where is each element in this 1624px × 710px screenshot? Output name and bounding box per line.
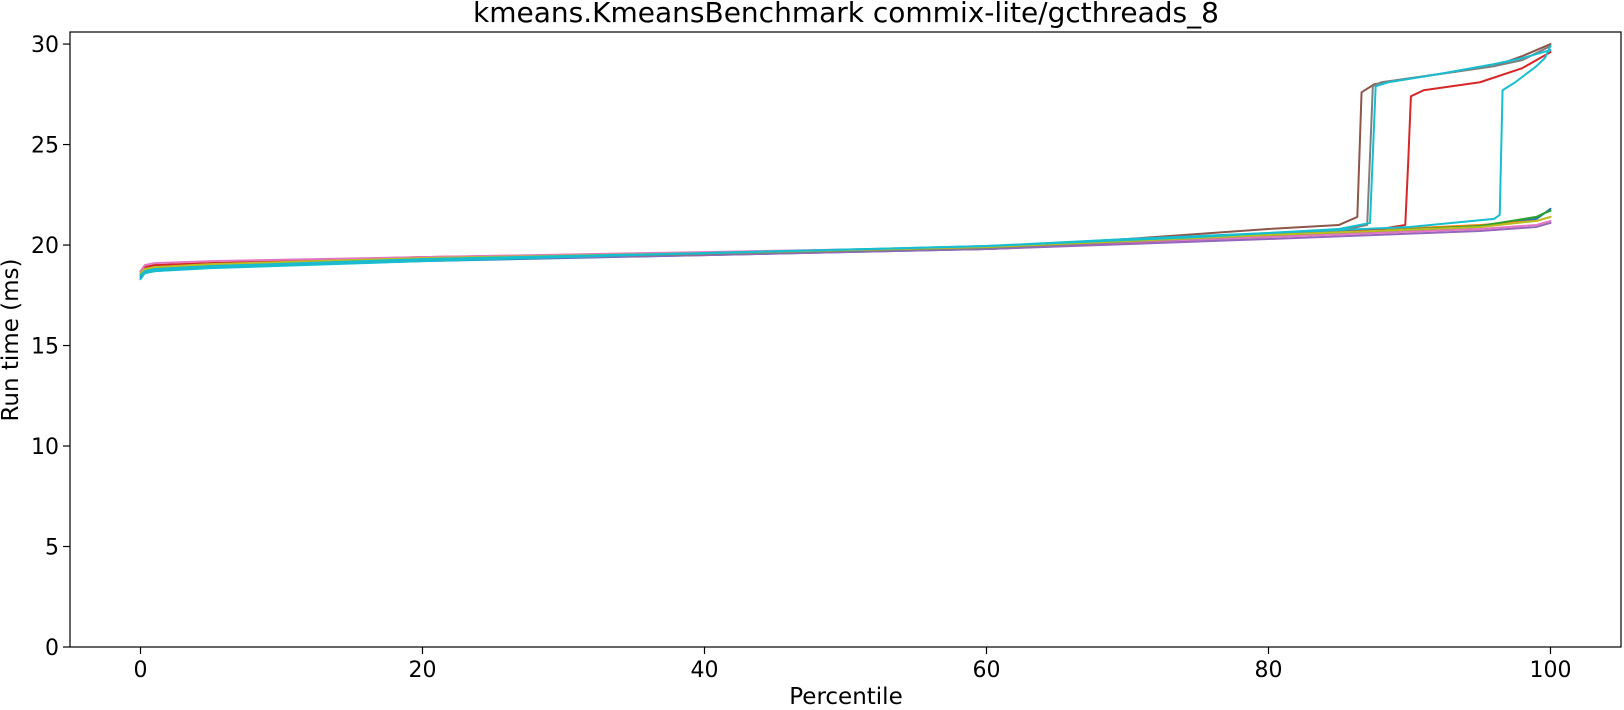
series-line-6 bbox=[139, 43, 1552, 275]
y-tick-label: 30 bbox=[31, 33, 59, 58]
x-tick-label: 0 bbox=[134, 658, 148, 683]
plot-frame bbox=[69, 31, 1622, 648]
series-line-11 bbox=[139, 49, 1552, 277]
series-line-8 bbox=[139, 45, 1552, 275]
x-tick-label: 80 bbox=[1255, 658, 1283, 683]
series-line-7 bbox=[139, 219, 1552, 273]
y-tick-label: 0 bbox=[45, 636, 59, 661]
y-tick-label: 20 bbox=[31, 234, 59, 259]
x-tick-label: 100 bbox=[1530, 658, 1572, 683]
series-layer bbox=[139, 43, 1552, 281]
x-axis-label: Percentile bbox=[789, 684, 902, 710]
y-tick-label: 5 bbox=[45, 536, 59, 561]
y-tick-label: 15 bbox=[31, 335, 59, 360]
x-tick-label: 60 bbox=[973, 658, 1001, 683]
series-line-4 bbox=[139, 51, 1552, 273]
series-line-3 bbox=[139, 209, 1552, 277]
x-tick-label: 20 bbox=[409, 658, 437, 683]
series-line-10 bbox=[139, 45, 1552, 281]
series-line-1 bbox=[139, 207, 1552, 279]
y-tick-label: 10 bbox=[31, 435, 59, 460]
y-tick-label: 25 bbox=[31, 134, 59, 159]
axis-layer: 0 20 40 60 80 100 0 5 10 15 20 25 30 bbox=[31, 33, 1572, 683]
chart-title: kmeans.KmeansBenchmark commix-lite/gcthr… bbox=[473, 0, 1219, 29]
x-tick-label: 40 bbox=[691, 658, 719, 683]
y-axis-label: Run time (ms) bbox=[0, 258, 24, 421]
